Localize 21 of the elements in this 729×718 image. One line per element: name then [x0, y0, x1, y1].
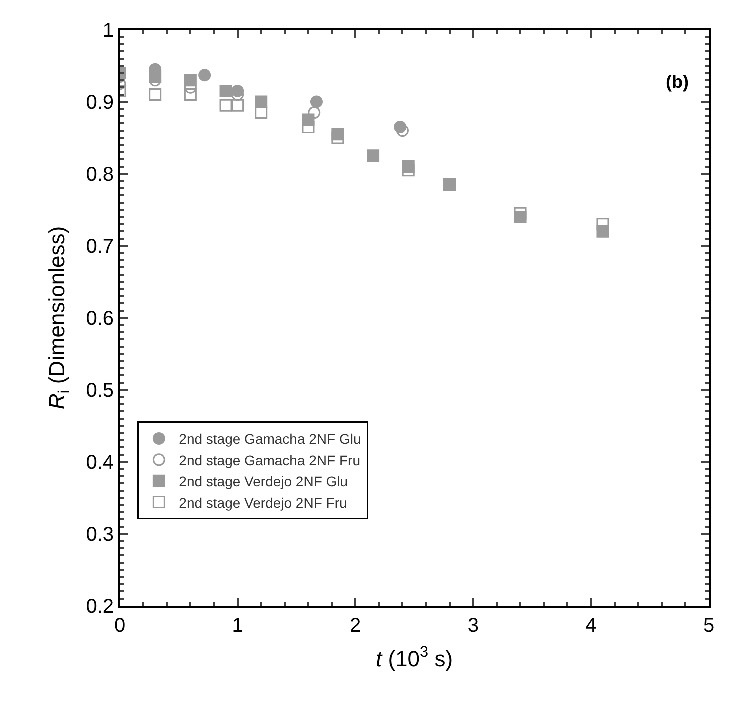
x-tick-label: 4: [586, 615, 597, 637]
x-tick-label: 2: [350, 615, 362, 637]
legend-label: 2nd stage Verdejo 2NF Fru: [179, 494, 348, 511]
legend-label: 2nd stage Verdejo 2NF Glu: [179, 474, 348, 490]
y-tick-label: 0.6: [86, 308, 114, 330]
y-tick-label: 0.4: [86, 452, 114, 474]
x-tick-label: 0: [114, 615, 126, 637]
y-tick-label: 0.5: [86, 380, 114, 402]
y-tick-label: 1: [102, 20, 114, 42]
y-tick-label: 0.9: [86, 92, 114, 114]
y-tick-label: 0.2: [86, 596, 114, 618]
x-tick-label: 5: [703, 615, 715, 637]
annotation: (b): [666, 72, 689, 92]
x-tick-label: 1: [232, 615, 244, 637]
y-tick-label: 0.8: [86, 164, 114, 186]
y-tick-label: 0.7: [86, 236, 114, 258]
legend-label: 2nd stage Gamacha 2NF Fru: [179, 452, 360, 468]
legend-label: 2nd stage Gamacha 2NF Glu: [179, 431, 362, 448]
x-tick-label: 3: [468, 615, 479, 637]
y-tick-label: 0.3: [86, 524, 114, 546]
x-axis-title: t (10$^{3}$ s): [376, 644, 454, 672]
